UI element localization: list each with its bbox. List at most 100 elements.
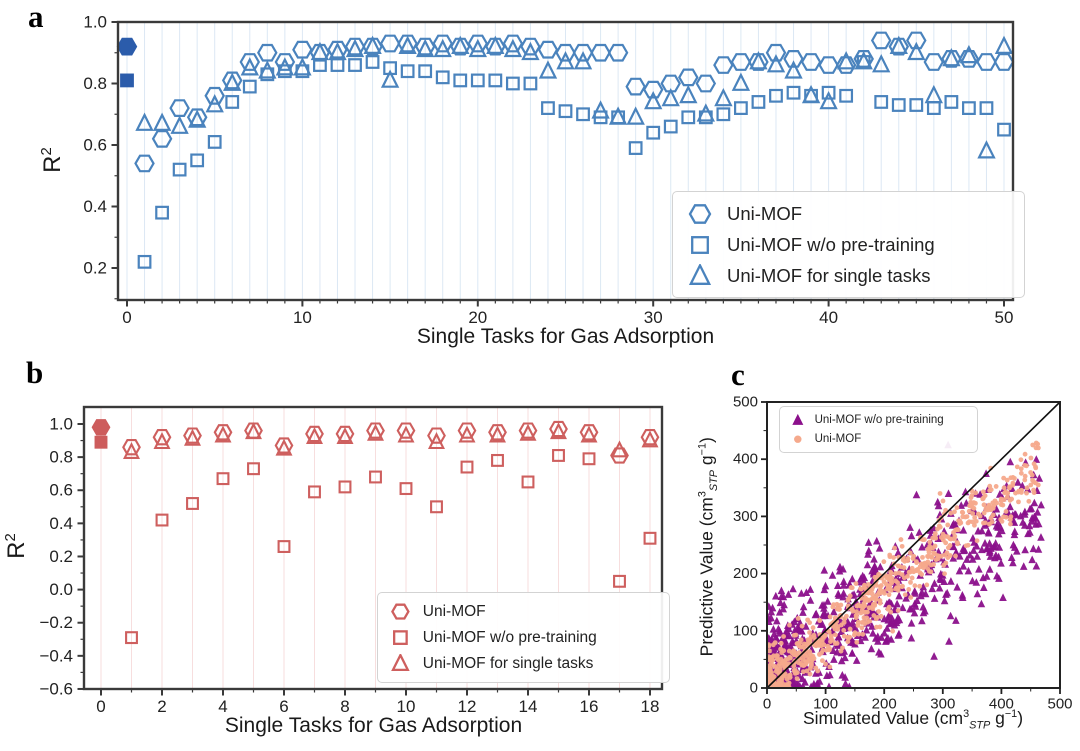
panel-c-y-tick-label: 500 [733,394,758,411]
square-marker [576,107,590,122]
panel-a-ticks: 0 10 20 30 40 50 0.2 0.4 0.6 0.8 1.0 [83,13,1013,328]
circle-point [909,575,915,581]
circle-point [853,581,859,587]
circle-point [954,505,960,511]
hexagon-marker [642,80,664,99]
circle-point [899,543,905,549]
hexagon-marker [765,43,787,62]
triangle-point [975,565,983,573]
triangle-point [793,678,802,687]
square-marker [541,101,555,116]
circle-point [793,670,799,676]
circle-point [887,586,893,592]
triangle-point [1012,510,1020,518]
square-marker [628,141,643,155]
square-marker [786,85,801,100]
circle-point [1014,464,1020,470]
square-marker [979,101,994,116]
circle-point [778,640,784,646]
circle-point [1001,475,1007,481]
square-marker [558,104,573,119]
triangle-point [915,528,924,536]
triangle-icon [792,413,804,425]
triangle-icon [688,263,712,285]
circle-point [847,626,853,632]
hexagon-marker [151,130,173,148]
circle-point [994,500,1000,506]
circle-point [838,648,844,654]
triangle-point [1028,513,1036,522]
circle-point [767,648,772,654]
triangle-point [973,552,981,560]
circle-point [937,491,943,496]
circle-point [858,610,864,616]
square-marker [769,88,783,103]
triangle-marker [942,47,961,67]
square-marker [155,205,169,220]
circle-point [924,582,930,588]
triangle-marker [696,103,715,122]
triangle-point [946,611,955,620]
circle-point [856,631,862,637]
circle-point [799,662,805,668]
triangle-point [1028,555,1036,564]
circle-point [951,530,956,535]
triangle-point [894,548,902,557]
hexagon-marker [221,71,243,90]
circle-point [917,583,923,589]
triangle-point [895,629,903,638]
hexagon-marker [397,34,418,53]
square-marker [94,435,108,449]
panel-a-x-tick-label: 30 [644,308,663,327]
triangle-point [830,607,838,616]
panel-b-y-axis-title: R2 [3,533,30,559]
circle-point [1002,490,1008,496]
triangle-marker [907,41,926,61]
triangle-marker [363,35,382,55]
panel-c-y-tick-label: 300 [733,508,758,525]
triangle-point [969,546,978,554]
triangle-point [820,566,829,574]
panel-b-x-tick-label: 0 [96,697,105,716]
triangle-point [992,504,1001,513]
triangle-point [784,590,793,598]
circle-point [1022,451,1028,457]
triangle-point [907,633,916,642]
hexagon-marker [327,40,348,59]
panel-b-x-tick-label: 14 [519,697,538,716]
triangle-point [930,579,939,587]
circle-point [809,659,814,665]
circle-point [1031,487,1036,493]
circle-point [1007,485,1012,491]
hexagon-marker [579,424,599,441]
triangle-point [767,607,776,616]
panel-a-label: a [28,0,44,34]
triangle-marker [591,100,610,119]
square-marker [681,110,696,125]
circle-point [819,650,825,656]
circle-point [854,603,860,609]
circle-point [854,639,860,645]
legend-label: Uni-MOF [422,602,486,620]
triangle-point [1021,545,1029,554]
triangle-marker [451,35,470,55]
circle-point [823,661,828,667]
triangle-point [871,566,880,574]
circle-point [981,520,986,526]
triangle-marker [310,41,330,61]
triangle-point [910,608,919,617]
circle-point [791,650,797,656]
circle-point [857,603,863,609]
panel-b-data-points [91,419,660,645]
triangle-marker [258,60,277,79]
circle-point [900,583,905,589]
triangle-marker [801,84,821,104]
triangle-point [799,608,807,616]
circle-point [819,658,825,664]
triangle-point [770,629,778,638]
triangle-point [773,616,781,625]
circle-point [889,575,895,581]
circle-point [932,531,938,537]
circle-point [929,555,935,560]
triangle-point [1034,545,1043,553]
